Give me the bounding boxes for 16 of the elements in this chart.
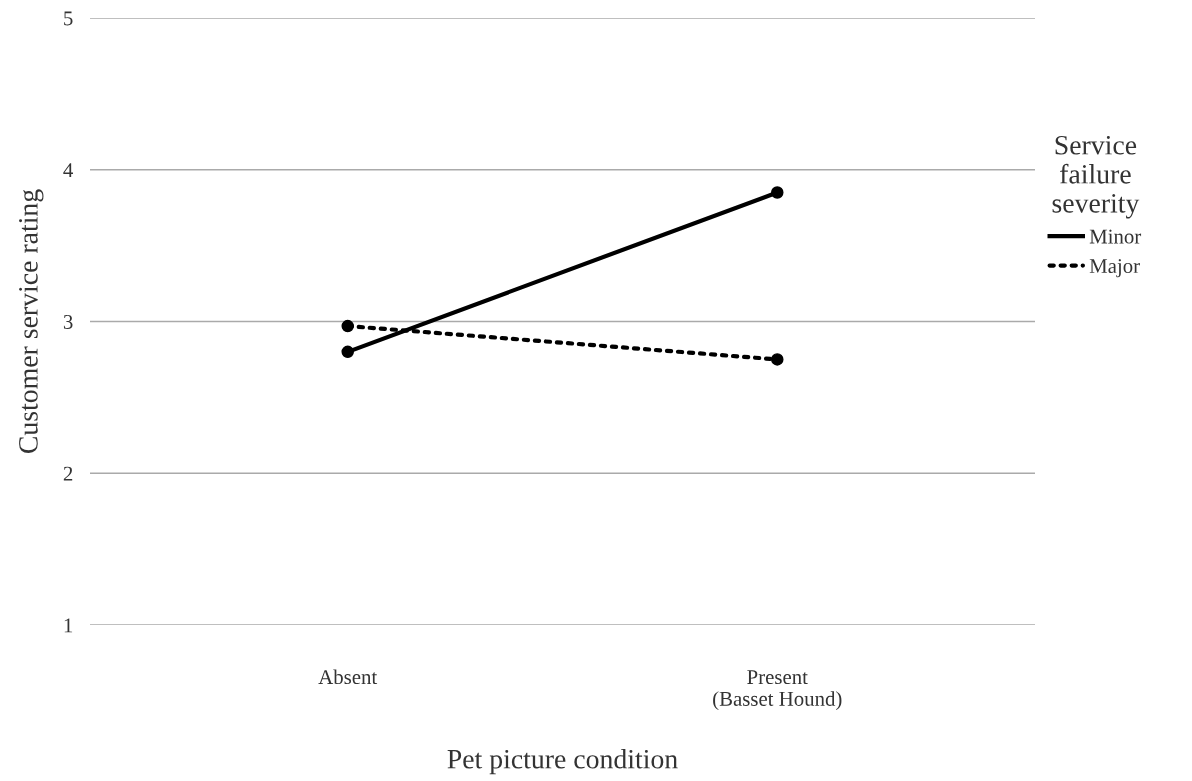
- y-tick-label: 2: [63, 466, 73, 481]
- x-axis-title: Pet picture condition: [447, 749, 678, 775]
- legend-title: Service failure severity: [1052, 135, 1140, 219]
- point: [771, 353, 784, 366]
- legend-label: Major: [1089, 259, 1140, 278]
- point: [341, 345, 354, 359]
- x-tick-label: Absent: [318, 669, 378, 685]
- point: [341, 319, 354, 333]
- y-tick-label: 1: [64, 618, 73, 633]
- legend-label: Minor: [1089, 229, 1142, 244]
- y-tick-label: 5: [64, 11, 73, 26]
- y-tick-label: 3: [63, 314, 73, 329]
- point: [771, 186, 784, 199]
- y-axis-title: Customer service rating: [19, 189, 44, 454]
- y-tick-label: 4: [63, 163, 74, 177]
- x-tick-label: Present (Basset Hound): [713, 670, 842, 711]
